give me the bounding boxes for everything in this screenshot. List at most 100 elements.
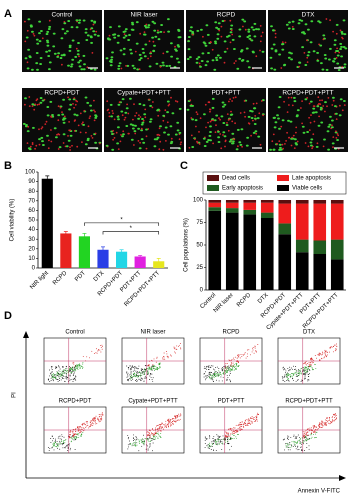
event-dot [324,421,326,423]
event-dot [133,438,135,440]
event-dot [142,439,144,441]
event-dot [294,441,296,442]
event-dot [322,425,324,427]
bar-segment [208,207,222,211]
event-dot [129,443,131,445]
cell [125,107,129,110]
event-dot [319,353,321,355]
event-dot [134,444,135,446]
cell [199,65,202,68]
event-dot [233,358,235,360]
event-dot [203,376,205,378]
event-dot [50,366,52,367]
cell [141,121,145,124]
cell [270,25,273,28]
event-dot [160,430,162,432]
cell [298,61,301,64]
event-dot [62,441,64,443]
plot-title: Cypate+PDT+PTT [128,399,178,405]
event-dot [330,346,331,348]
cell [339,42,343,45]
event-dot [141,445,143,447]
cell [62,133,66,136]
event-dot [150,443,151,445]
cell [234,122,237,125]
cell [338,51,341,54]
event-dot [249,422,251,424]
event-dot [57,374,59,376]
event-dot [82,367,83,369]
cell [227,129,230,132]
cell [131,21,134,24]
cell [246,36,250,38]
event-dot [77,429,79,430]
event-dot [96,352,98,354]
x-tick-label: RCPD [236,292,253,309]
cell [285,140,287,142]
event-dot [298,448,300,450]
cell [187,40,191,43]
event-dot [306,434,308,436]
cell [307,51,311,54]
event-dot [152,365,154,367]
cell [209,125,212,128]
event-dot [334,350,336,352]
event-dot [209,371,211,373]
error-bar [101,246,105,253]
event-dot [228,443,230,445]
cell [313,105,316,108]
event-dot [209,437,211,439]
event-dot [172,423,174,425]
cell [256,117,260,120]
event-dot [91,350,93,352]
event-dot [214,441,216,443]
y-tick-label: 50 [196,243,203,249]
cell [229,19,232,22]
event-dot [144,438,146,439]
event-dot [156,425,158,426]
event-dot [287,375,289,377]
cell [159,30,163,33]
event-dot [178,419,180,421]
event-dot [70,436,72,438]
cell [124,116,127,119]
cell [166,111,170,114]
cell [241,18,245,21]
event-dot [53,380,55,382]
cell [176,129,180,132]
cell [89,104,92,107]
event-dot [154,435,156,437]
event-dot [247,418,249,420]
cell [272,148,276,151]
event-dot [313,437,315,439]
cell [274,50,278,53]
cell [140,138,144,141]
cell [144,108,147,111]
event-dot [72,379,74,380]
event-dot [250,417,252,419]
event-dot [216,444,218,446]
panel-label: C [180,160,188,172]
event-dot [74,428,76,430]
event-dot [174,351,176,353]
cell [135,112,138,114]
event-dot [73,367,75,369]
event-dot [100,351,102,353]
event-dot [153,436,155,438]
event-dot [231,431,233,433]
cell [49,100,53,103]
cell [336,139,339,141]
cell [343,100,346,102]
event-dot [303,435,305,437]
cell [180,141,183,144]
event-dot [303,431,305,433]
event-dot [159,428,161,430]
event-dot [74,437,75,439]
micrograph [104,10,184,72]
cell [282,147,284,150]
event-dot [160,426,161,428]
event-dot [216,439,218,441]
cell [61,111,63,113]
cell [332,96,335,99]
event-dot [315,426,317,428]
